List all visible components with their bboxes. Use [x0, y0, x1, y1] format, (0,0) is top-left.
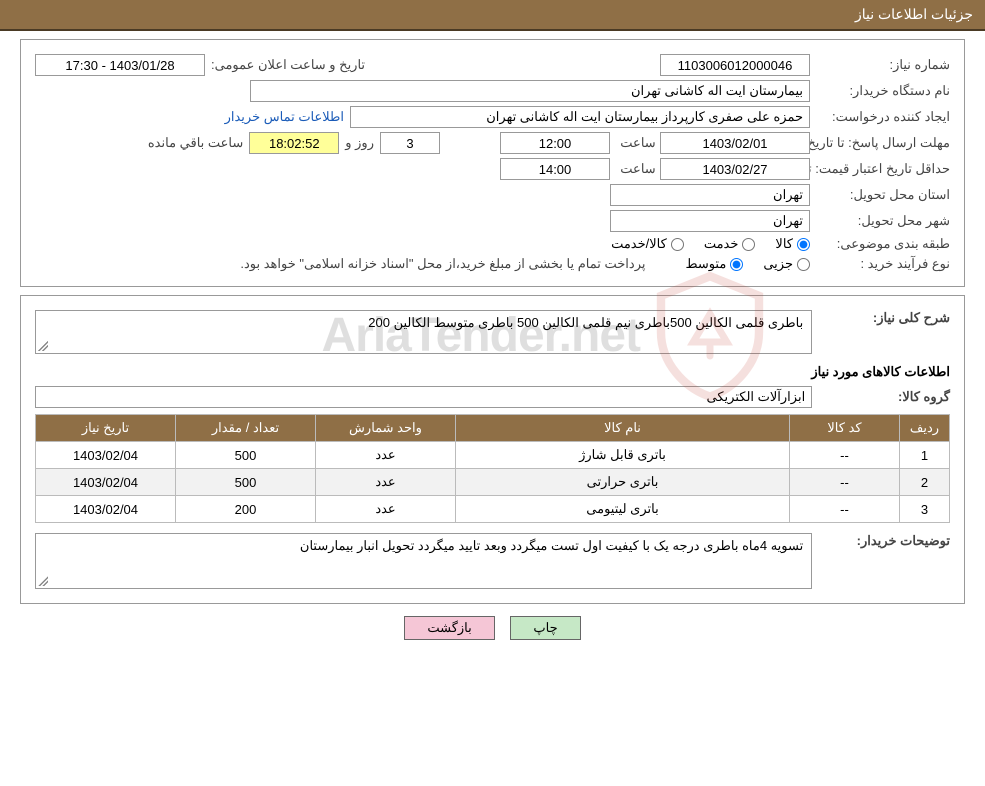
info-panel: شماره نیاز: 1103006012000046 تاریخ و ساع…	[20, 39, 965, 287]
cell-unit: عدد	[316, 496, 456, 523]
radio-service-text: خدمت	[704, 236, 739, 252]
goods-section-title: اطلاعات کالاهای مورد نیاز	[35, 364, 950, 380]
radio-medium-input[interactable]	[730, 258, 743, 271]
th-date: تاریخ نیاز	[36, 415, 176, 442]
radio-partial[interactable]: جزیی	[763, 256, 810, 272]
page-header: جزئیات اطلاعات نیاز	[0, 0, 985, 31]
radio-goods-service-text: کالا/خدمت	[611, 236, 667, 252]
radio-goods[interactable]: کالا	[775, 236, 810, 252]
cell-n: 1	[900, 442, 950, 469]
deadline-date-field: 1403/02/01	[660, 132, 810, 154]
time-label-1: ساعت	[610, 135, 660, 151]
radio-goods-service[interactable]: کالا/خدمت	[611, 236, 684, 252]
radio-medium-text: متوسط	[685, 256, 726, 272]
desc-label: شرح کلی نیاز:	[812, 310, 950, 326]
table-row: 3--باتری لیتیومیعدد2001403/02/04	[36, 496, 950, 523]
goods-table: ردیف کد کالا نام کالا واحد شمارش تعداد /…	[35, 414, 950, 523]
cell-unit: عدد	[316, 469, 456, 496]
announce-field: 1403/01/28 - 17:30	[35, 54, 205, 76]
page-title: جزئیات اطلاعات نیاز	[855, 6, 973, 22]
delivery-province-label: استان محل تحویل:	[810, 187, 950, 203]
price-validity-date-field: 1403/02/27	[660, 158, 810, 180]
days-and-label: روز و	[339, 135, 380, 151]
cell-n: 3	[900, 496, 950, 523]
th-row: ردیف	[900, 415, 950, 442]
group-field: ابزارآلات الکتریکی	[35, 386, 812, 408]
delivery-city-label: شهر محل تحویل:	[810, 213, 950, 229]
radio-medium[interactable]: متوسط	[685, 256, 743, 272]
radio-goods-input[interactable]	[797, 238, 810, 251]
cell-unit: عدد	[316, 442, 456, 469]
remaining-suffix-label: ساعت باقي مانده	[142, 135, 249, 151]
cell-name: باتری حرارتی	[456, 469, 790, 496]
button-row: چاپ بازگشت	[0, 616, 985, 640]
contact-link[interactable]: اطلاعات تماس خریدار	[225, 109, 350, 125]
table-row: 2--باتری حرارتیعدد5001403/02/04	[36, 469, 950, 496]
cell-qty: 500	[176, 442, 316, 469]
deadline-time-field: 12:00	[500, 132, 610, 154]
buyer-device-label: نام دستگاه خریدار:	[810, 83, 950, 99]
cell-n: 2	[900, 469, 950, 496]
desc-textarea[interactable]: باطری قلمی الکالین 500باطری نیم قلمی الک…	[35, 310, 812, 354]
table-row: 1--باتری قابل شارژعدد5001403/02/04	[36, 442, 950, 469]
delivery-province-field: تهران	[610, 184, 810, 206]
cell-date: 1403/02/04	[36, 496, 176, 523]
cell-qty: 200	[176, 496, 316, 523]
deadline-label: مهلت ارسال پاسخ: تا تاریخ:	[810, 135, 950, 151]
radio-goods-service-input[interactable]	[671, 238, 684, 251]
radio-service-input[interactable]	[742, 238, 755, 251]
purchase-type-label: نوع فرآیند خرید :	[810, 256, 950, 272]
delivery-city-field: تهران	[610, 210, 810, 232]
cell-date: 1403/02/04	[36, 442, 176, 469]
radio-goods-text: کالا	[775, 236, 793, 252]
announce-label: تاریخ و ساعت اعلان عمومی:	[205, 57, 365, 73]
radio-partial-text: جزیی	[763, 256, 793, 272]
cell-code: --	[790, 469, 900, 496]
th-name: نام کالا	[456, 415, 790, 442]
cell-name: باتری قابل شارژ	[456, 442, 790, 469]
need-no-label: شماره نیاز:	[810, 57, 950, 73]
time-label-2: ساعت	[610, 161, 660, 177]
requester-field: حمزه علی صفری کارپرداز بیمارستان ایت اله…	[350, 106, 810, 128]
buyer-device-field: بیمارستان ایت اله کاشانی تهران	[250, 80, 810, 102]
price-validity-time-field: 14:00	[500, 158, 610, 180]
category-label: طبقه بندی موضوعی:	[810, 236, 950, 252]
price-validity-label: حداقل تاریخ اعتبار قیمت: تا تاریخ:	[810, 161, 950, 177]
radio-partial-input[interactable]	[797, 258, 810, 271]
back-button[interactable]: بازگشت	[404, 616, 494, 640]
table-header-row: ردیف کد کالا نام کالا واحد شمارش تعداد /…	[36, 415, 950, 442]
cell-code: --	[790, 442, 900, 469]
cell-code: --	[790, 496, 900, 523]
requester-label: ایجاد کننده درخواست:	[810, 109, 950, 125]
th-code: کد کالا	[790, 415, 900, 442]
th-unit: واحد شمارش	[316, 415, 456, 442]
group-label: گروه کالا:	[812, 389, 950, 405]
buyer-note-label: توضیحات خریدار:	[812, 533, 950, 549]
days-remaining-field: 3	[380, 132, 440, 154]
time-remaining-field: 18:02:52	[249, 132, 339, 154]
cell-date: 1403/02/04	[36, 469, 176, 496]
print-button[interactable]: چاپ	[510, 616, 580, 640]
cell-qty: 500	[176, 469, 316, 496]
buyer-note-textarea[interactable]: تسویه 4ماه باطری درجه یک با کیفیت اول تس…	[35, 533, 812, 589]
need-no-field: 1103006012000046	[660, 54, 810, 76]
radio-service[interactable]: خدمت	[704, 236, 756, 252]
th-qty: تعداد / مقدار	[176, 415, 316, 442]
details-panel: شرح کلی نیاز: باطری قلمی الکالین 500باطر…	[20, 295, 965, 604]
cell-name: باتری لیتیومی	[456, 496, 790, 523]
purchase-note: پرداخت تمام یا بخشی از مبلغ خرید،از محل …	[234, 256, 665, 272]
